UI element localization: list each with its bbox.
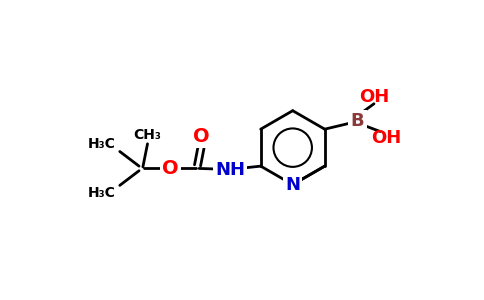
Text: H₃C: H₃C <box>88 186 115 200</box>
Text: OH: OH <box>371 129 401 147</box>
Text: H₃C: H₃C <box>88 137 115 151</box>
Text: CH₃: CH₃ <box>134 128 162 142</box>
Text: N: N <box>285 176 300 194</box>
Text: OH: OH <box>359 88 389 106</box>
Text: B: B <box>350 112 364 130</box>
Text: O: O <box>162 159 179 178</box>
Text: NH: NH <box>215 161 245 179</box>
Text: O: O <box>193 127 210 146</box>
